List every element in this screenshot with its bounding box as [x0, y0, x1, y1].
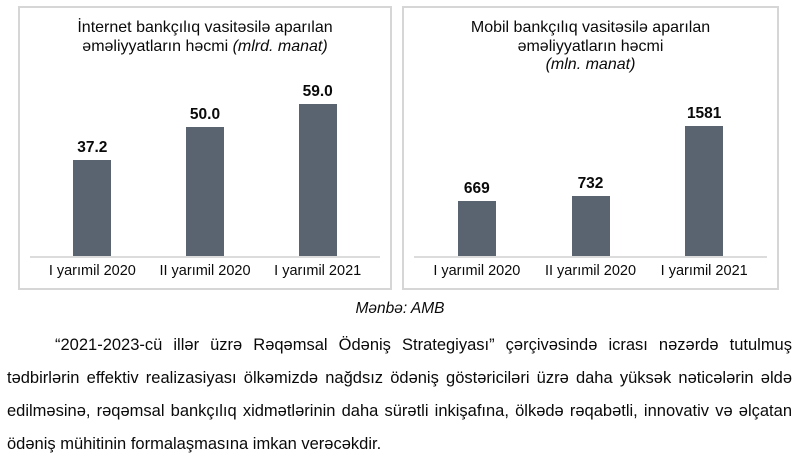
bar	[685, 126, 724, 256]
bar-value-label: 732	[577, 175, 604, 192]
bars-area: 669 732 1581	[404, 75, 777, 256]
chart-title-text: Mobil bankçılıq vasitəsilə aparılan əməl…	[470, 19, 711, 55]
x-axis-line	[30, 256, 380, 258]
charts-row: İnternet bankçılıq vasitəsilə aparılan ə…	[18, 6, 779, 290]
mobile-banking-chart: Mobil bankçılıq vasitəsilə aparılan əməl…	[402, 6, 779, 290]
bar-value-label: 1581	[686, 105, 722, 122]
bar-value-label: 50.0	[189, 106, 221, 123]
category-label: I yarımil 2020	[433, 263, 521, 279]
category-label: I yarımil 2021	[274, 263, 362, 279]
bar	[298, 104, 337, 256]
bar-value-label: 669	[463, 180, 490, 197]
bar	[186, 127, 224, 256]
chart-title: Mobil bankçılıq vasitəsilə aparılan əməl…	[404, 19, 777, 75]
category-label: I yarımil 2020	[48, 263, 136, 279]
chart-unit-label: (mlrd. manat)	[232, 37, 328, 55]
bar-value-label: 59.0	[302, 83, 333, 100]
source-note: Mənbə: AMB	[355, 300, 445, 317]
bar	[571, 196, 610, 256]
categories-row: I yarımil 2020 II yarımil 2020 I yarımil 2…	[20, 258, 390, 288]
bars-area: 37.2 50.0 59.0	[20, 56, 390, 256]
bar-column: 669	[420, 180, 534, 256]
body-paragraph: “2021-2023-cü illər üzrə Rəqəmsal Ödəniş…	[7, 336, 792, 453]
bar-column: 50.0	[149, 106, 262, 256]
bar-column: 59.0	[261, 83, 374, 256]
bar-column: 732	[534, 175, 648, 256]
internet-banking-chart: İnternet bankçılıq vasitəsilə aparılan ə…	[18, 6, 392, 290]
categories-row: I yarımil 2020 II yarımil 2020 I yarımil 2…	[404, 258, 777, 288]
bar	[73, 160, 112, 256]
bar-column: 37.2	[36, 139, 149, 256]
category-label: I yarımil 2021	[660, 263, 748, 279]
bar-value-label: 37.2	[77, 139, 108, 156]
bar	[457, 201, 496, 256]
chart-unit-label: (mln. manat)	[545, 56, 636, 73]
category-label: II yarımil 2020	[159, 263, 251, 279]
x-axis-line	[414, 256, 767, 258]
bar-column: 1581	[647, 105, 761, 256]
category-label: II yarımil 2020	[544, 263, 637, 279]
chart-title-text: İnternet bankçılıq vasitəsilə aparılan ə…	[77, 19, 333, 55]
chart-title: İnternet bankçılıq vasitəsilə aparılan ə…	[20, 19, 390, 56]
